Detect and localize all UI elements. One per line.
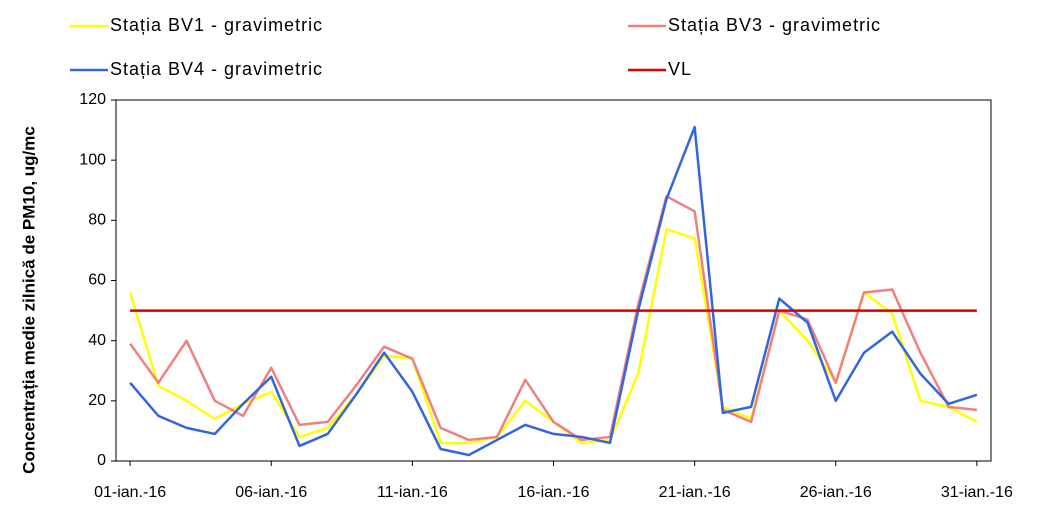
legend-label: Stația BV4 - gravimetric [110, 59, 323, 79]
x-tick-label: 01-ian.-16 [94, 484, 166, 501]
legend-label: Stația BV1 - gravimetric [110, 15, 323, 35]
y-tick-label: 20 [88, 392, 106, 409]
series-line [129, 125, 978, 457]
x-tick-label: 21-ian.-16 [659, 484, 731, 501]
x-tick-label: 06-ian.-16 [235, 484, 307, 501]
y-tick-label: 40 [88, 332, 106, 349]
series-line [129, 195, 978, 442]
y-tick-label: 80 [88, 212, 106, 229]
x-tick-label: 26-ian.-16 [800, 484, 872, 501]
y-tick-label: 100 [79, 151, 106, 168]
y-axis-label: Concentrația medie zilnică de PM10, ug/m… [19, 126, 38, 474]
y-tick-label: 60 [88, 272, 106, 289]
x-tick-label: 31-ian.-16 [941, 484, 1013, 501]
y-tick-label: 120 [79, 91, 106, 108]
legend-label: Stația BV3 - gravimetric [668, 15, 881, 35]
y-tick-label: 0 [97, 452, 106, 469]
legend-label: VL [668, 59, 692, 79]
x-tick-label: 16-ian.-16 [517, 484, 589, 501]
x-tick-label: 11-ian.-16 [377, 484, 448, 501]
